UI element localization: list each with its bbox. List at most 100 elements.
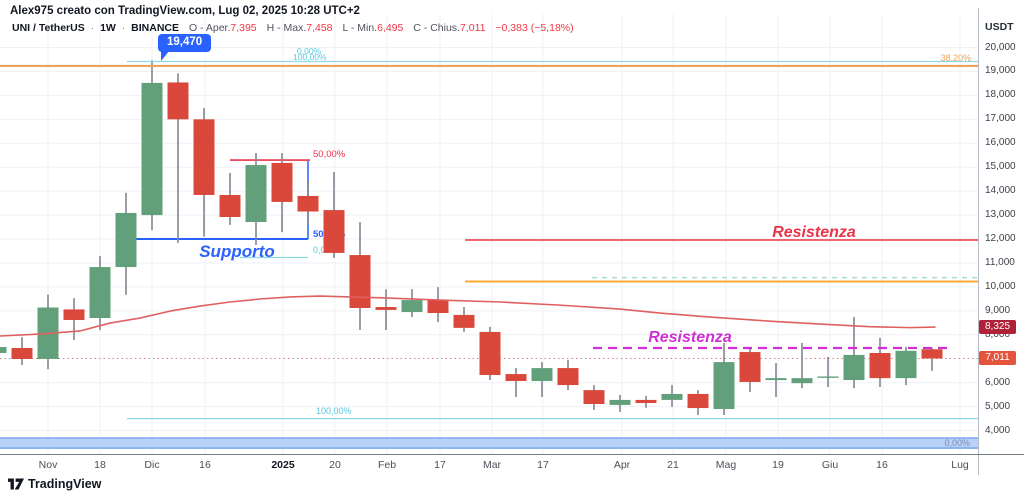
candle[interactable] — [193, 119, 215, 195]
time-axis[interactable]: Nov 18 Dic 16 2025 20 Feb 17 Mar 17 Apr 21 Mag 19 Giu 1… — [0, 455, 978, 477]
price-axis-border — [978, 8, 979, 475]
candle[interactable] — [453, 314, 475, 328]
exchange-label: BINANCE — [131, 22, 180, 34]
time-tick: 17 — [537, 459, 549, 471]
price-tick: 19,000 — [985, 65, 1016, 77]
candle[interactable] — [115, 212, 137, 268]
price-tick: 6,000 — [985, 376, 1011, 388]
supporto-label[interactable]: Supporto — [199, 242, 275, 261]
candle[interactable] — [609, 399, 631, 405]
time-tick: 21 — [667, 459, 679, 471]
high-value: 7,458 — [306, 22, 333, 34]
tradingview-watermark[interactable]: TradingView — [8, 477, 101, 491]
close-value: 7,011 — [459, 22, 486, 34]
open-value: 7,395 — [230, 22, 257, 34]
candle[interactable] — [427, 300, 449, 314]
legend-separator: · — [121, 22, 126, 34]
candle[interactable] — [843, 354, 865, 381]
price-tick: 8,000 — [985, 328, 1011, 340]
candle[interactable] — [765, 378, 787, 381]
candle[interactable] — [713, 362, 735, 410]
price-tick: 16,000 — [985, 137, 1016, 149]
price-tick: 15,000 — [985, 161, 1016, 173]
price-tick: 10,000 — [985, 280, 1016, 292]
time-axis-border — [0, 454, 1024, 455]
candle[interactable] — [297, 195, 319, 212]
price-tick: 12,000 — [985, 233, 1016, 245]
fib-38-20-label[interactable]: 38.20% — [940, 53, 971, 63]
tradingview-logo-icon — [8, 478, 24, 490]
time-tick: 16 — [876, 459, 888, 471]
price-tick: 13,000 — [985, 209, 1016, 221]
fib-50-label[interactable]: 50,00% — [313, 149, 346, 160]
price-tick: 9,000 — [985, 304, 1011, 316]
candle[interactable] — [0, 347, 7, 353]
price-tick: 20,000 — [985, 41, 1016, 53]
low-label: L - Min. — [342, 22, 378, 34]
price-tick: 18,000 — [985, 89, 1016, 101]
resistenza-label-2[interactable]: Resistenza — [648, 329, 732, 346]
candle[interactable] — [895, 350, 917, 379]
time-tick: Feb — [377, 459, 397, 471]
price-tick: 4,000 — [985, 424, 1011, 436]
close-label: C - Chius. — [413, 22, 460, 34]
price-axis[interactable]: USDT 20,000 19,000 18,000 17,000 16,000 15,00… — [979, 0, 1024, 454]
time-tick: Dic — [144, 459, 160, 471]
time-tick: 17 — [434, 459, 446, 471]
candle[interactable] — [11, 347, 33, 359]
candle[interactable] — [89, 267, 111, 319]
candle[interactable] — [921, 349, 943, 359]
candle[interactable] — [869, 352, 891, 379]
price-badge: 7,011 — [979, 351, 1016, 366]
candle[interactable] — [661, 393, 683, 400]
low-value: 6,495 — [377, 22, 404, 34]
candle[interactable] — [505, 374, 527, 382]
candle[interactable] — [167, 82, 189, 120]
price-callout[interactable]: 19,470 — [158, 34, 212, 61]
time-tick: 16 — [199, 459, 211, 471]
candle[interactable] — [375, 307, 397, 310]
candle[interactable] — [401, 300, 423, 313]
time-tick: Lug — [951, 459, 969, 471]
price-callout-text: 19,470 — [167, 36, 203, 48]
candle[interactable] — [739, 352, 761, 382]
legend-separator: · — [90, 22, 95, 34]
chart-legend[interactable]: UNI / TetherUS · 1W · BINANCE O - Aper.7… — [12, 22, 574, 34]
time-tick: Nov — [38, 459, 58, 471]
price-tick: 14,000 — [985, 185, 1016, 197]
resistenza-label-1[interactable]: Resistenza — [772, 224, 856, 241]
candle[interactable] — [791, 378, 813, 384]
candle[interactable] — [63, 309, 85, 320]
candle[interactable] — [245, 165, 267, 223]
candle[interactable] — [219, 194, 241, 218]
price-tick: 11,000 — [985, 256, 1015, 268]
candle[interactable] — [531, 368, 553, 382]
band-0-label[interactable]: 0,00% — [944, 438, 970, 448]
currency-label: USDT — [985, 21, 1014, 33]
candle[interactable] — [323, 210, 345, 253]
symbol-title[interactable]: UNI / TetherUS — [12, 22, 85, 34]
candle[interactable] — [635, 399, 657, 404]
candle[interactable] — [557, 368, 579, 386]
interval-label[interactable]: 1W — [100, 22, 116, 34]
time-tick: 18 — [94, 459, 106, 471]
fib-0-band[interactable] — [0, 437, 978, 449]
fib-100-label[interactable]: 100,00% — [316, 406, 352, 416]
candle[interactable] — [817, 376, 839, 378]
price-tick: 17,000 — [985, 113, 1016, 125]
candlestick-chart[interactable]: 0,00%100,00%50,00%0,00%38.20%50,00%Suppo… — [0, 0, 979, 454]
callout-tail — [161, 50, 170, 61]
candle[interactable] — [349, 255, 371, 308]
time-tick: Apr — [613, 459, 631, 471]
candle[interactable] — [583, 390, 605, 404]
candle[interactable] — [271, 162, 293, 202]
price-tick: 5,000 — [985, 400, 1011, 412]
candle[interactable] — [687, 393, 709, 409]
time-tick: 19 — [772, 459, 784, 471]
open-label: O - Aper. — [188, 22, 231, 34]
candle[interactable] — [479, 331, 501, 376]
candle[interactable] — [141, 82, 163, 216]
chart-plot-area[interactable]: 0,00%100,00%50,00%0,00%38.20%50,00%Suppo… — [0, 0, 979, 454]
ma-line[interactable] — [0, 295, 936, 337]
